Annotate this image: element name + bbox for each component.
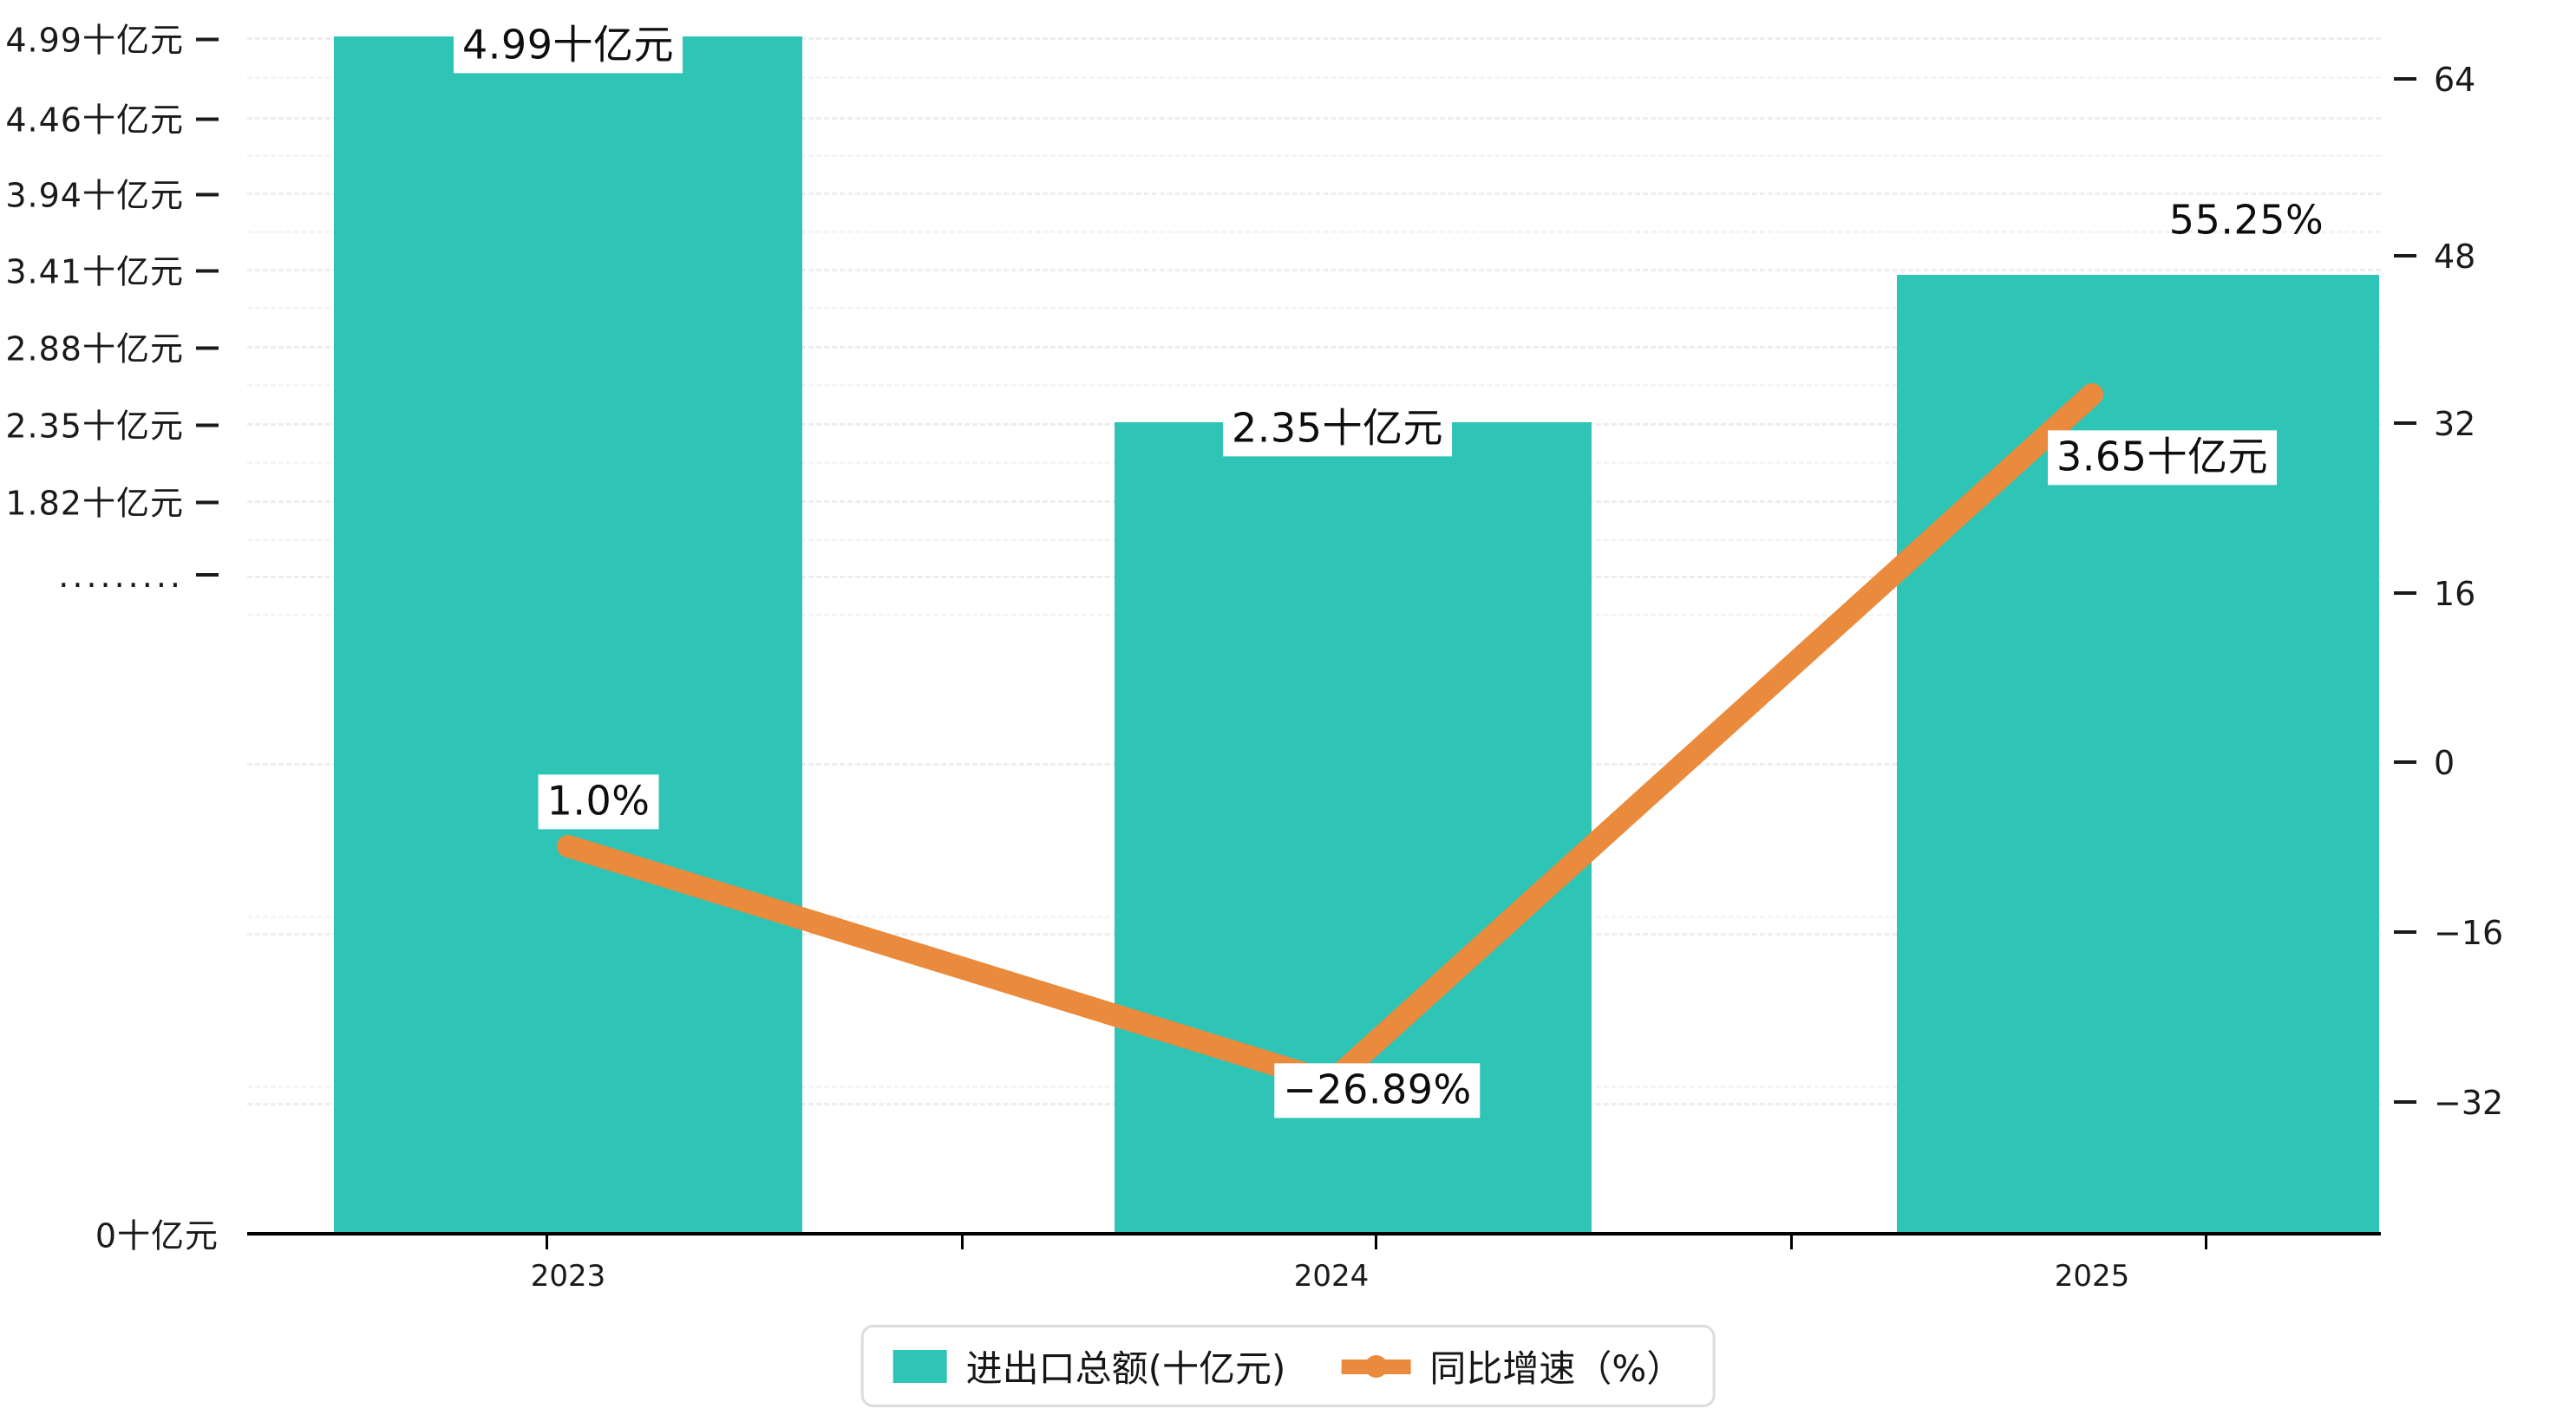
gridline-major xyxy=(247,346,2381,349)
y-axis-right-tick-label: 48 xyxy=(2434,238,2476,276)
y-axis-left-tick-label: 4.99十亿元 xyxy=(5,21,184,60)
tick-dash-icon xyxy=(2394,1099,2416,1104)
y-axis-right-tick: −16 xyxy=(2394,914,2503,952)
x-axis-label-2024: 2024 xyxy=(1293,1259,1370,1294)
legend-label-growth-rate: 同比增速（%） xyxy=(1429,1347,1684,1390)
x-axis-tick xyxy=(961,1236,964,1249)
legend-line-marker-icon xyxy=(1364,1354,1388,1378)
line-value-label-2023: 1.0% xyxy=(538,774,659,830)
y-axis-right-tick-label: 16 xyxy=(2434,575,2476,613)
y-axis-right-tick: 16 xyxy=(2394,575,2475,613)
legend-item-growth-rate[interactable]: 同比增速（%） xyxy=(1341,1340,1683,1392)
y-axis-left-tick-label: 4.46十亿元 xyxy=(5,101,184,140)
tick-dash-icon xyxy=(2394,421,2416,425)
gridline-major xyxy=(247,269,2381,271)
y-axis-left-tick-label: 1.82十亿元 xyxy=(5,484,184,523)
y-axis-right-tick: 48 xyxy=(2394,238,2475,276)
bar-2025[interactable] xyxy=(1897,275,2379,1234)
tick-dash-icon xyxy=(196,269,219,273)
tick-dash-icon xyxy=(196,572,219,577)
tick-dash-icon xyxy=(196,37,219,42)
bar-value-label-2024: 2.35十亿元 xyxy=(1223,401,1452,457)
gridline-minor xyxy=(247,154,2381,157)
y-axis-left-tick: 2.88十亿元 xyxy=(5,323,219,370)
tick-dash-icon xyxy=(2394,76,2416,81)
plot-area xyxy=(247,17,2381,1234)
y-axis-left-tick: 4.46十亿元 xyxy=(5,94,219,141)
line-value-label-2024: −26.89% xyxy=(1274,1063,1481,1118)
tick-dash-icon xyxy=(196,423,219,427)
bar-2023[interactable] xyxy=(334,36,802,1234)
y-axis-right-tick-label: 0 xyxy=(2434,744,2455,782)
y-axis-left-tick-label: 2.35十亿元 xyxy=(5,407,184,446)
tick-dash-icon xyxy=(196,346,219,350)
x-axis-label-2025: 2025 xyxy=(2054,1259,2130,1294)
y-axis-left-tick-label: ......... xyxy=(58,557,184,595)
x-axis-label-2023: 2023 xyxy=(530,1259,606,1294)
y-axis-left-tick: 4.99十亿元 xyxy=(5,14,219,62)
gridline-major xyxy=(247,37,2381,40)
x-axis-tick xyxy=(1790,1236,1793,1249)
tick-dash-icon xyxy=(2394,590,2416,595)
y-axis-left-tick-label: 0十亿元 xyxy=(95,1216,219,1255)
tick-dash-icon xyxy=(196,500,219,505)
gridline-minor xyxy=(247,76,2381,79)
gridline-minor xyxy=(247,307,2381,310)
bar-value-label-2023: 4.99十亿元 xyxy=(454,18,683,74)
y-axis-left-tick: 1.82十亿元 xyxy=(5,477,219,525)
y-axis-left-tick-label: 3.41十亿元 xyxy=(5,252,184,291)
gridline-major xyxy=(247,117,2381,120)
x-axis-line xyxy=(247,1232,2381,1236)
tick-dash-icon xyxy=(2394,760,2416,764)
y-axis-right-tick-label: 64 xyxy=(2434,61,2476,99)
gridline-minor xyxy=(247,231,2381,233)
y-axis-right-tick: 0 xyxy=(2394,744,2455,782)
y-axis-right-tick-label: −16 xyxy=(2434,914,2504,952)
y-axis-left-tick-truncated: ......... xyxy=(58,557,219,595)
x-axis-tick xyxy=(1375,1236,1377,1249)
tick-dash-icon xyxy=(196,117,219,121)
chart-legend: 进出口总额(十亿元) 同比增速（%） xyxy=(860,1325,1716,1407)
legend-line-swatch-icon xyxy=(1341,1350,1411,1383)
x-axis-tick xyxy=(546,1236,548,1249)
legend-item-trade-volume[interactable]: 进出口总额(十亿元) xyxy=(892,1340,1286,1392)
y-axis-left-tick: 3.94十亿元 xyxy=(5,169,219,217)
y-axis-right-tick-label: −32 xyxy=(2434,1084,2504,1122)
legend-label-trade-volume: 进出口总额(十亿元) xyxy=(965,1347,1286,1390)
line-value-label-2025: 55.25% xyxy=(2168,196,2324,244)
y-axis-right-tick: 32 xyxy=(2394,405,2475,443)
y-axis-right-tick: −32 xyxy=(2394,1084,2503,1122)
x-axis-tick xyxy=(2205,1236,2207,1249)
y-axis-right-tick: 64 xyxy=(2394,61,2475,99)
tick-dash-icon xyxy=(2394,253,2416,258)
gridline-major xyxy=(247,192,2381,195)
y-axis-right-tick-label: 32 xyxy=(2434,405,2476,443)
legend-bar-swatch-icon xyxy=(892,1349,947,1383)
y-axis-left-tick: 3.41十亿元 xyxy=(5,245,219,293)
y-axis-left-tick-label: 3.94十亿元 xyxy=(5,176,184,215)
tick-dash-icon xyxy=(2394,929,2416,934)
tick-dash-icon xyxy=(196,192,219,197)
y-axis-left-tick: 2.35十亿元 xyxy=(5,400,219,447)
y-axis-left-tick: 0十亿元 xyxy=(95,1210,219,1257)
y-axis-left-tick-label: 2.88十亿元 xyxy=(5,329,184,368)
bar-value-label-2025: 3.65十亿元 xyxy=(2048,430,2277,486)
